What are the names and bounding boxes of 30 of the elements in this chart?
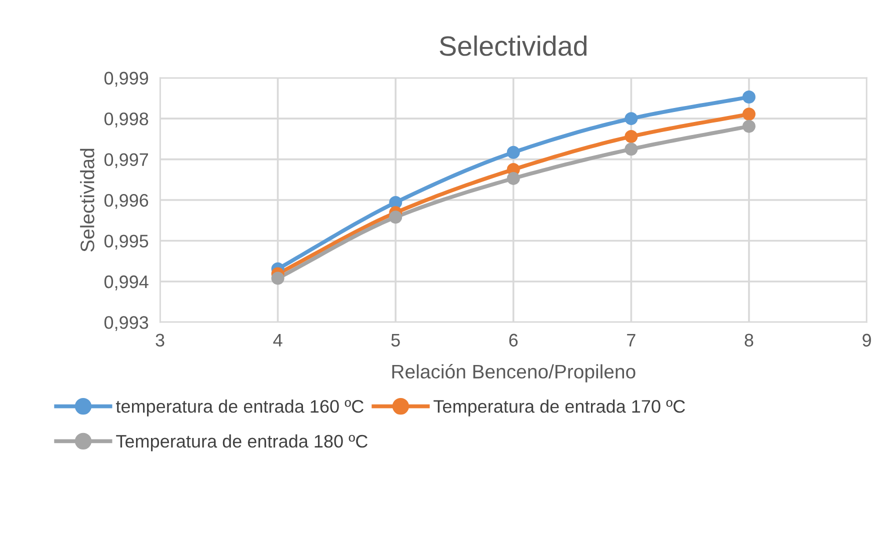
x-tick-label: 6 — [509, 334, 518, 347]
point — [389, 210, 402, 224]
x-axis-title: Relación Benceno/Propileno — [392, 364, 636, 382]
y-tick-label: 0,995 — [104, 234, 148, 250]
point — [624, 142, 638, 156]
y-tick-label: 0,994 — [104, 275, 148, 290]
x-tick-label: 7 — [627, 334, 636, 346]
y-tick-label: 0,996 — [104, 194, 148, 209]
y-tick-label: 0,993 — [104, 316, 148, 332]
x-tick-label: 3 — [156, 334, 164, 347]
point — [506, 146, 520, 159]
point — [742, 108, 756, 121]
point — [742, 120, 756, 133]
point — [624, 112, 638, 126]
point — [742, 90, 756, 104]
x-tick-label: 4 — [273, 334, 282, 346]
legend-label: Temperatura de entrada 180 ºC — [116, 434, 368, 452]
legend-label: Temperatura de entrada 170 ºC — [434, 400, 685, 416]
y-tick-label: 0,997 — [104, 153, 148, 168]
x-tick-label: 9 — [862, 334, 871, 347]
y-tick-label: 0,998 — [104, 112, 148, 128]
x-tick-label: 8 — [744, 334, 754, 347]
x-tick-label: 5 — [391, 334, 400, 347]
point — [271, 272, 284, 285]
point — [624, 130, 638, 144]
point — [506, 172, 520, 185]
y-tick-label: 0,999 — [104, 72, 148, 87]
legend-label: temperatura de entrada 160 ºC — [116, 400, 364, 416]
y-axis-title: Selectividad — [80, 148, 94, 252]
chart-title: Selectividad — [440, 36, 586, 56]
